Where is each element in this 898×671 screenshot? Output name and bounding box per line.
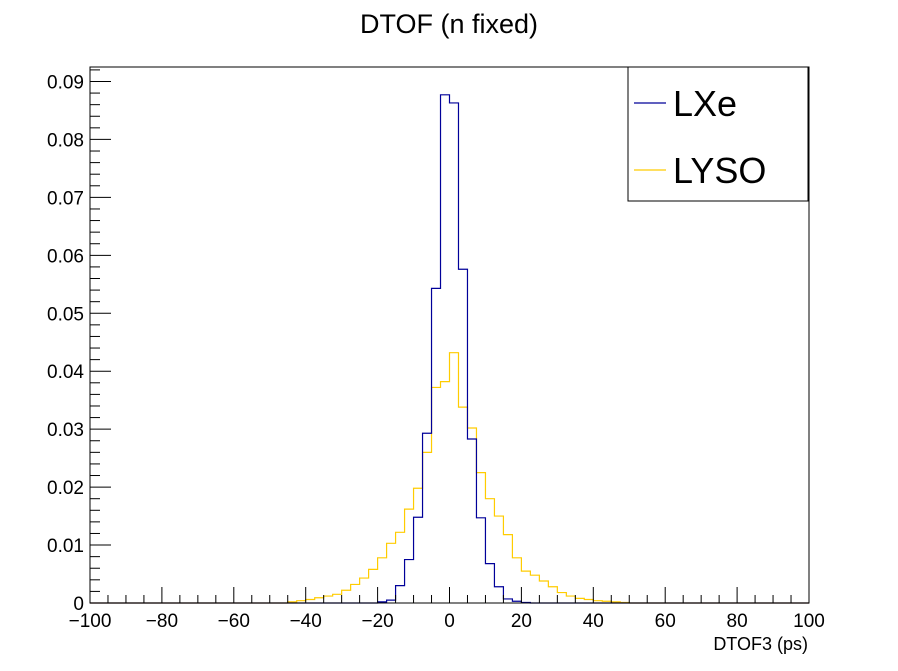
y-tick-label: 0.03 [47,420,84,441]
x-tick-label: −100 [69,611,112,632]
legend-box [627,66,809,202]
y-tick-label: 0.02 [47,478,84,499]
y-tick-label: 0.04 [47,362,84,383]
x-axis-title: DTOF3 (ps) [713,634,808,654]
x-tick-label: 20 [511,611,532,632]
legend: LXe LYSO [627,66,809,202]
y-tick-label: 0.07 [47,188,84,209]
y-tick-label: 0.09 [47,72,84,93]
legend-label-lxe: LXe [673,83,737,124]
y-tick-label: 0.08 [47,130,84,151]
y-tick-label: 0 [73,594,84,615]
x-tick-label: −60 [218,611,250,632]
x-tick-label: −40 [290,611,322,632]
x-tick-label: −80 [146,611,178,632]
y-tick-label: 0.05 [47,304,84,325]
series-line-lxe [90,94,809,604]
x-tick-label: 80 [727,611,748,632]
x-tick-label: −20 [361,611,393,632]
chart-title: DTOF (n fixed) [360,9,538,39]
x-tick-label: 40 [583,611,604,632]
y-tick-label: 0.06 [47,246,84,267]
axes-layer: −100 −80 −60 −40 −20 0 20 40 60 80 100 0 0.01 0.02 0.0… [47,69,825,632]
series-line-lyso [90,352,809,604]
x-tick-label: 0 [444,611,455,632]
y-tick-label: 0.01 [47,536,84,557]
x-tick-label: 100 [793,611,825,632]
legend-label-lyso: LYSO [673,150,766,191]
x-tick-label: 60 [655,611,676,632]
